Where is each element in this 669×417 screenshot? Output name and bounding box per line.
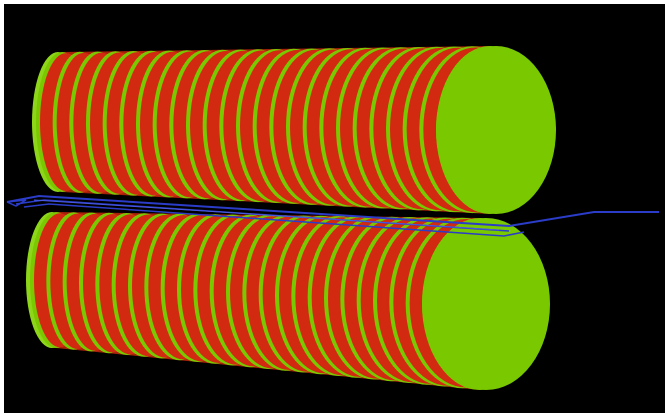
cylinder-scene — [6, 46, 659, 390]
lower-end-cap — [422, 218, 550, 390]
lower-cylinder — [26, 212, 550, 390]
render-viewport — [4, 4, 665, 413]
upper-cylinder — [32, 46, 556, 214]
wire-path — [6, 194, 659, 237]
upper-end-cap — [436, 46, 556, 214]
